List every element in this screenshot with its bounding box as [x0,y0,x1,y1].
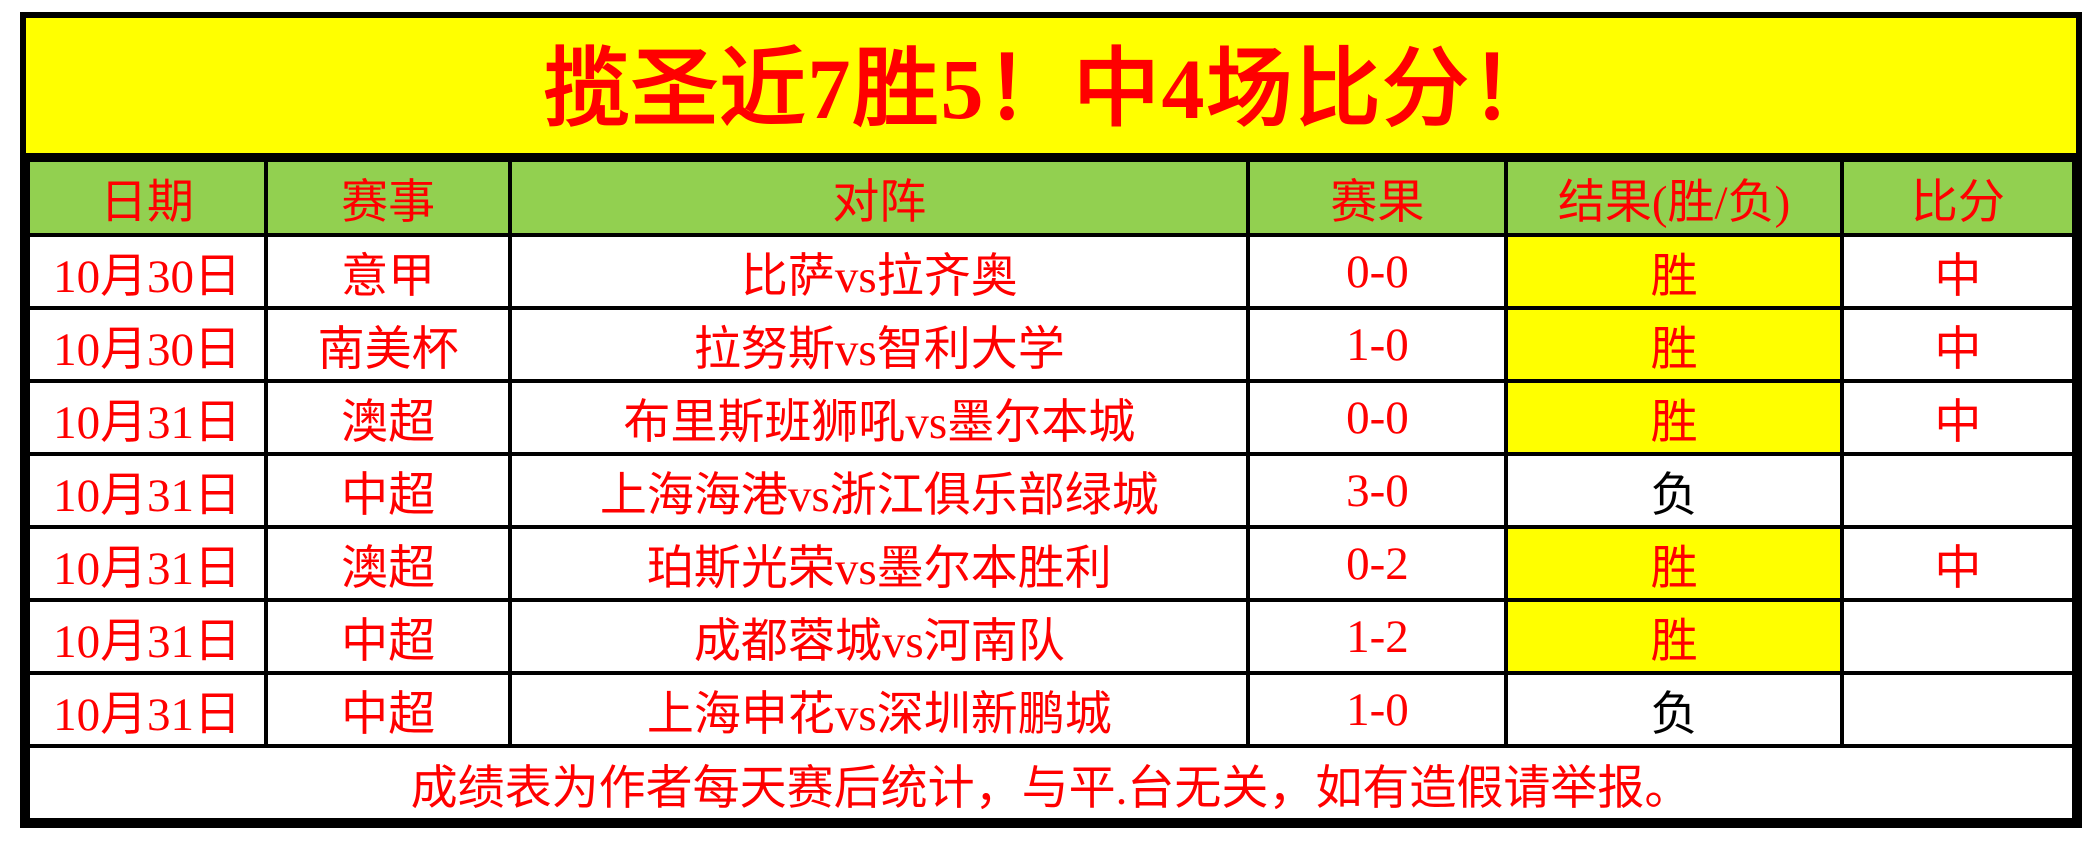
date-cell: 10月31日 [25,452,269,529]
results-sheet: 揽圣近7胜5！中4场比分！ 日期 赛事 对阵 赛果 结果(胜/负) 比分 10月… [20,12,2082,828]
league-cell: 南美杯 [264,306,513,383]
header-hit: 比分 [1839,158,2077,237]
footer-row: 成绩表为作者每天赛后统计，与平.台无关，如有造假请举报。 [26,744,2076,822]
hit-cell [1839,671,2077,748]
result-cell: 胜 [1504,306,1844,383]
table-row: 10月30日 南美杯 拉努斯vs智利大学 1-0 胜 中 [25,306,2077,383]
result-cell: 负 [1504,671,1844,748]
footer-note: 成绩表为作者每天赛后统计，与平.台无关，如有造假请举报。 [26,744,2076,822]
date-cell: 10月30日 [25,306,269,383]
score-cell: 3-0 [1246,452,1509,529]
match-cell: 拉努斯vs智利大学 [508,306,1251,383]
league-cell: 澳超 [264,525,513,602]
match-cell: 珀斯光荣vs墨尔本胜利 [508,525,1251,602]
header-match: 对阵 [508,158,1251,237]
league-cell: 意甲 [264,233,513,310]
result-cell: 负 [1504,452,1844,529]
header-league: 赛事 [264,158,513,237]
result-cell: 胜 [1504,598,1844,675]
header-score: 赛果 [1246,158,1509,237]
score-cell: 0-0 [1246,379,1509,456]
date-cell: 10月30日 [25,233,269,310]
match-cell: 上海海港vs浙江俱乐部绿城 [508,452,1251,529]
match-cell: 布里斯班狮吼vs墨尔本城 [508,379,1251,456]
score-cell: 0-0 [1246,233,1509,310]
league-cell: 中超 [264,671,513,748]
header-result: 结果(胜/负) [1504,158,1844,237]
league-cell: 中超 [264,452,513,529]
league-cell: 中超 [264,598,513,675]
hit-cell: 中 [1839,525,2077,602]
table-row: 10月30日 意甲 比萨vs拉齐奥 0-0 胜 中 [25,233,2077,310]
score-cell: 1-0 [1246,671,1509,748]
league-cell: 澳超 [264,379,513,456]
date-cell: 10月31日 [25,379,269,456]
header-date: 日期 [25,158,269,237]
match-cell: 上海申花vs深圳新鹏城 [508,671,1251,748]
score-cell: 0-2 [1246,525,1509,602]
score-cell: 1-2 [1246,598,1509,675]
table-row: 10月31日 中超 成都蓉城vs河南队 1-2 胜 [25,598,2077,675]
page-title: 揽圣近7胜5！中4场比分！ [543,40,1559,137]
hit-cell: 中 [1839,379,2077,456]
result-cell: 胜 [1504,233,1844,310]
table-row: 10月31日 澳超 珀斯光荣vs墨尔本胜利 0-2 胜 中 [25,525,2077,602]
results-table: 日期 赛事 对阵 赛果 结果(胜/负) 比分 10月30日 意甲 比萨vs拉齐奥… [25,158,2077,822]
table-row: 10月31日 澳超 布里斯班狮吼vs墨尔本城 0-0 胜 中 [25,379,2077,456]
date-cell: 10月31日 [25,671,269,748]
hit-cell [1839,452,2077,529]
header-row: 日期 赛事 对阵 赛果 结果(胜/负) 比分 [25,158,2077,237]
hit-cell [1839,598,2077,675]
table-row: 10月31日 中超 上海申花vs深圳新鹏城 1-0 负 [25,671,2077,748]
table-row: 10月31日 中超 上海海港vs浙江俱乐部绿城 3-0 负 [25,452,2077,529]
title-banner: 揽圣近7胜5！中4场比分！ [26,18,2076,158]
date-cell: 10月31日 [25,598,269,675]
score-cell: 1-0 [1246,306,1509,383]
hit-cell: 中 [1839,306,2077,383]
hit-cell: 中 [1839,233,2077,310]
date-cell: 10月31日 [25,525,269,602]
match-cell: 成都蓉城vs河南队 [508,598,1251,675]
result-cell: 胜 [1504,379,1844,456]
result-cell: 胜 [1504,525,1844,602]
match-cell: 比萨vs拉齐奥 [508,233,1251,310]
